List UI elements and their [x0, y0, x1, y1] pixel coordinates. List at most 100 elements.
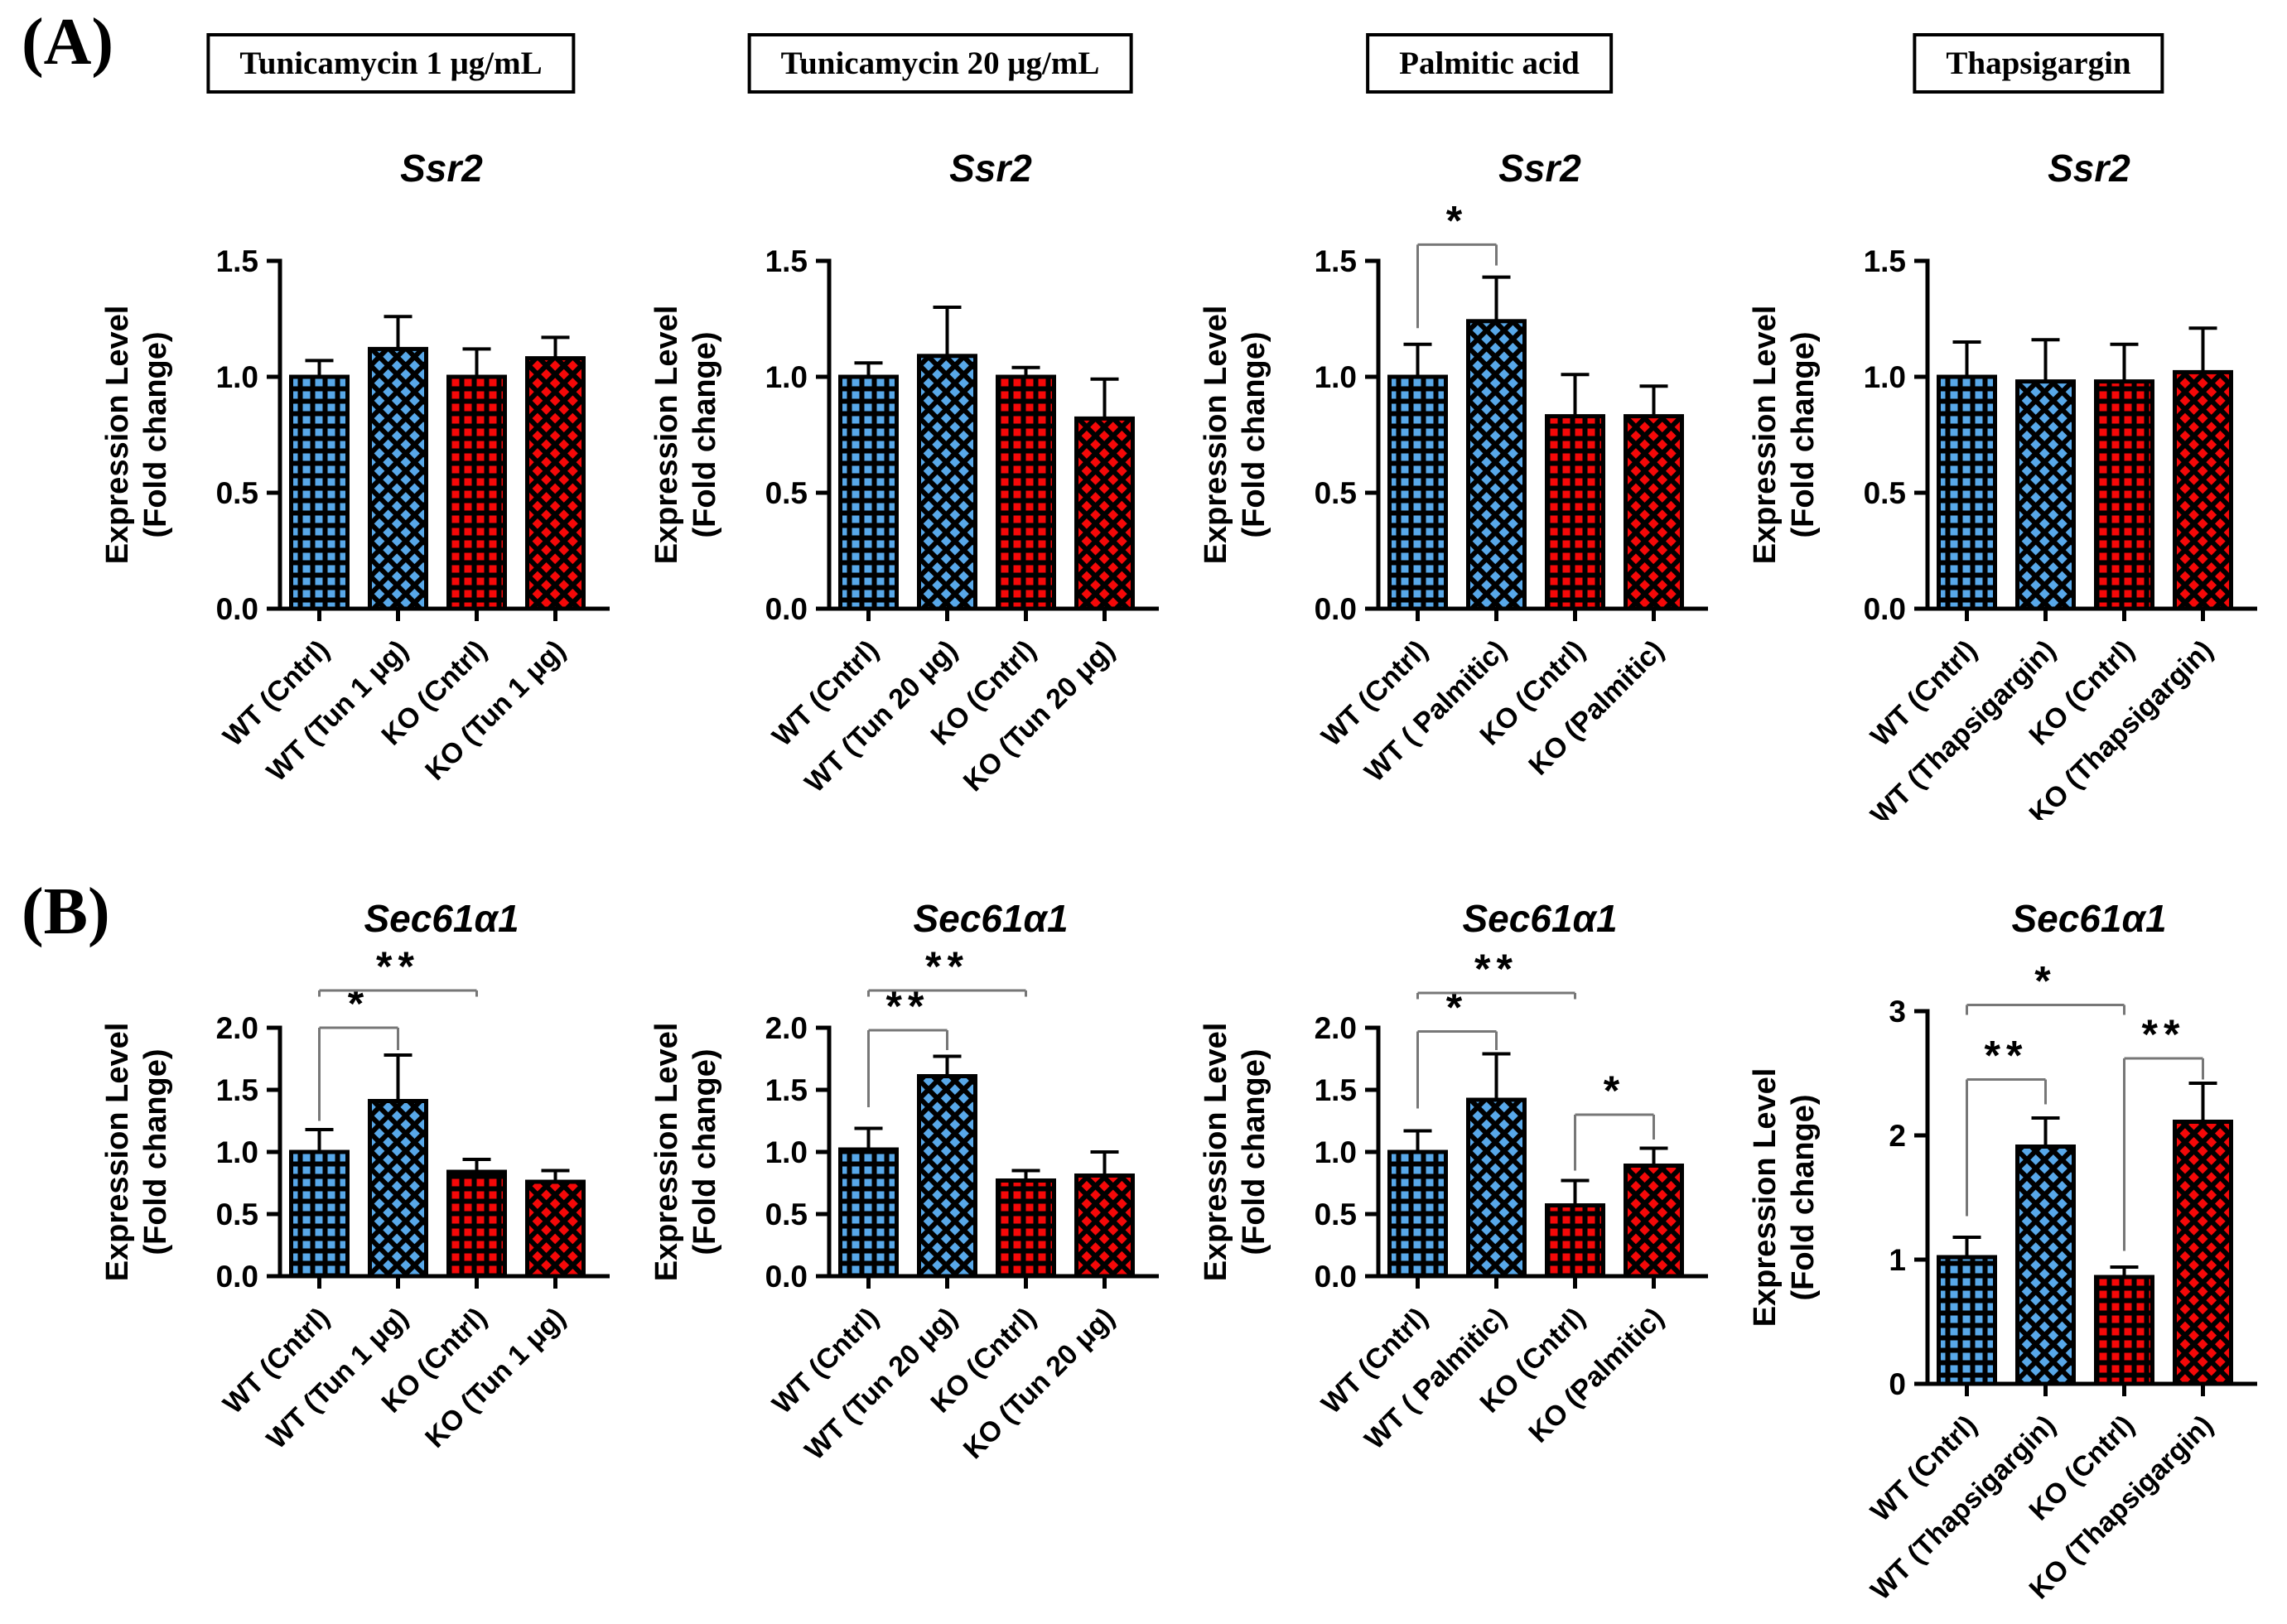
bar — [1937, 374, 1997, 611]
y-tick-label: 1.5 — [765, 1073, 808, 1107]
treatment-header-wrap: Palmitic acid — [1188, 30, 1726, 118]
section-label-a: (A) — [22, 6, 114, 79]
y-tick-label: 1.0 — [216, 1135, 258, 1169]
significance-bracket: ** — [318, 943, 478, 997]
y-tick-label: 0.5 — [1315, 1198, 1357, 1231]
y-axis-label-line2: (Fold change) — [1786, 1094, 1821, 1300]
significance-stars: ** — [1474, 946, 1518, 992]
significance-stars: ** — [376, 943, 420, 990]
y-tick-label: 2.0 — [216, 1011, 258, 1045]
error-bar — [384, 1053, 413, 1108]
x-category-label: WT (Tun 1 μg) — [261, 1302, 414, 1455]
treatment-header: Thapsigargin — [1913, 33, 2164, 94]
significance-bracket: * — [1416, 985, 1498, 1109]
significance-stars: * — [1446, 985, 1468, 1031]
y-tick-label: 0.5 — [765, 476, 808, 510]
y-tick-label: 0.5 — [765, 1198, 808, 1231]
bar — [917, 354, 977, 611]
bar — [1545, 414, 1605, 611]
significance-bracket: ** — [2123, 1011, 2204, 1251]
significance-bracket: * — [1416, 197, 1498, 329]
treatment-header: Palmitic acid — [1366, 33, 1613, 94]
chart-svg: 0.00.51.01.52.0WT (Cntrl)WT ( Palmitic)K… — [1199, 946, 1708, 1456]
bar — [446, 1169, 507, 1279]
error-bar — [1482, 1052, 1511, 1106]
y-tick-label: 1.0 — [1315, 360, 1357, 394]
y-tick-label: 0.0 — [1315, 1260, 1357, 1294]
section-label-b: (B) — [22, 875, 110, 948]
bar — [996, 1178, 1056, 1279]
bar — [525, 1179, 586, 1279]
bar — [1624, 1164, 1684, 1279]
significance-stars: * — [348, 981, 369, 1027]
y-tick-label: 3 — [1889, 995, 1906, 1029]
panel-tunicamycin1-sec61a1: Sec61α1 0.0 0.5 1.0 1.5 2.0 WT (Cntrl) WT (Tun… — [89, 888, 628, 1624]
bar — [368, 1099, 428, 1279]
row-a: Tunicamycin 1 μg/mL Ssr2 0.0 0.5 1.0 1.5 WT … — [89, 30, 2286, 831]
y-tick-label: 0.0 — [1315, 592, 1357, 626]
bar — [289, 1149, 350, 1279]
y-tick-label: 1.5 — [1315, 244, 1357, 278]
row-b: Sec61α1 0.0 0.5 1.0 1.5 2.0 WT (Cntrl) WT (Tun… — [89, 888, 2286, 1624]
y-axis-label-line2: (Fold change) — [1237, 1048, 1271, 1255]
y-tick-label: 0.0 — [765, 592, 808, 626]
y-tick-label: 2.0 — [765, 1011, 808, 1045]
chart-svg: 0.00.51.01.5WT (Cntrl)WT (Tun 20 μg)KO (… — [649, 244, 1159, 798]
treatment-header: Tunicamycin 20 μg/mL — [747, 33, 1133, 94]
y-tick-label: 1 — [1889, 1243, 1906, 1277]
y-tick-label: 0.5 — [1315, 476, 1357, 510]
x-category-label: KO (Palmitic) — [1522, 634, 1670, 782]
bar-chart: 0 1 2 3 WT (Cntrl) WT (Thapsigargin) KO (Cntrl… — [1737, 941, 2275, 1624]
panel-tunicamycin20-sec61a1: Sec61α1 0.0 0.5 1.0 1.5 2.0 WT (Cntrl) WT (Tun… — [639, 888, 1177, 1624]
x-category-label: WT ( Palmitic) — [1358, 1302, 1513, 1456]
y-axis-label-line2: (Fold change) — [688, 1048, 722, 1255]
y-tick-label: 0.5 — [216, 476, 258, 510]
bar — [368, 346, 428, 611]
bar — [1387, 374, 1448, 611]
y-tick-label: 1.5 — [216, 1073, 258, 1107]
bar — [2015, 379, 2076, 611]
bar — [1937, 1255, 1997, 1386]
y-tick-label: 1.0 — [216, 360, 258, 394]
y-axis-label-line1: Expression Level — [100, 1023, 135, 1282]
panel-tunicamycin20-ssr2: Tunicamycin 20 μg/mL Ssr2 0.0 0.5 1.0 1.5 WT… — [639, 30, 1177, 824]
error-bar — [933, 306, 962, 363]
bar — [1466, 1097, 1527, 1279]
panel-tunicamycin1-ssr2: Tunicamycin 1 μg/mL Ssr2 0.0 0.5 1.0 1.5 WT … — [89, 30, 628, 824]
bar — [1074, 1173, 1135, 1279]
treatment-header-wrap: Tunicamycin 20 μg/mL — [639, 30, 1177, 118]
bar — [838, 374, 899, 611]
bar — [289, 374, 350, 611]
bar — [525, 356, 586, 611]
y-tick-label: 0 — [1889, 1367, 1906, 1401]
chart-svg: 0.00.51.01.5WT (Cntrl)WT ( Palmitic)KO (… — [1199, 197, 1708, 788]
panel-thapsigargin-ssr2: Thapsigargin Ssr2 0.0 0.5 1.0 1.5 WT (Cntrl)… — [1737, 30, 2275, 831]
y-tick-label: 1.0 — [765, 1135, 808, 1169]
y-tick-label: 0.0 — [1864, 592, 1906, 626]
significance-stars: ** — [2142, 1011, 2186, 1058]
y-tick-label: 2.0 — [1315, 1011, 1357, 1045]
y-tick-label: 0.0 — [216, 1260, 258, 1294]
chart-svg: 0.00.51.01.5WT (Cntrl)WT (Thapsigargin)K… — [1748, 244, 2257, 831]
bar — [996, 374, 1056, 611]
y-tick-label: 2 — [1889, 1119, 1906, 1153]
bar-chart: 0.0 0.5 1.0 1.5 WT (Cntrl) WT (Thapsigargin) K… — [1737, 190, 2275, 831]
bar — [838, 1147, 899, 1279]
bar — [917, 1074, 977, 1279]
y-tick-label: 1.5 — [216, 244, 258, 278]
significance-stars: ** — [1985, 1033, 2029, 1079]
bar-chart: 0.0 0.5 1.0 1.5 2.0 WT (Cntrl) WT (Tun 1 μg) KO… — [89, 941, 628, 1624]
significance-stars: * — [2034, 958, 2056, 1005]
y-tick-label: 1.5 — [1315, 1073, 1357, 1107]
chart-svg: 0.00.51.01.52.0WT (Cntrl)WT (Tun 1 μg)KO… — [100, 943, 610, 1455]
y-axis-label-line1: Expression Level — [100, 306, 135, 565]
y-tick-label: 0.0 — [765, 1260, 808, 1294]
gene-title: Ssr2 — [2048, 147, 2130, 190]
significance-bracket: ** — [867, 943, 1027, 997]
panel-thapsigargin-sec61a1: Sec61α1 0 1 2 3 WT (Cntrl) WT (Thapsigargin) K… — [1737, 888, 2275, 1624]
gene-title: Ssr2 — [949, 147, 1032, 190]
y-axis-label-line1: Expression Level — [1199, 306, 1233, 565]
treatment-header-wrap: Tunicamycin 1 μg/mL — [89, 30, 628, 118]
gene-title: Ssr2 — [400, 147, 483, 190]
significance-stars: * — [1604, 1067, 1625, 1114]
